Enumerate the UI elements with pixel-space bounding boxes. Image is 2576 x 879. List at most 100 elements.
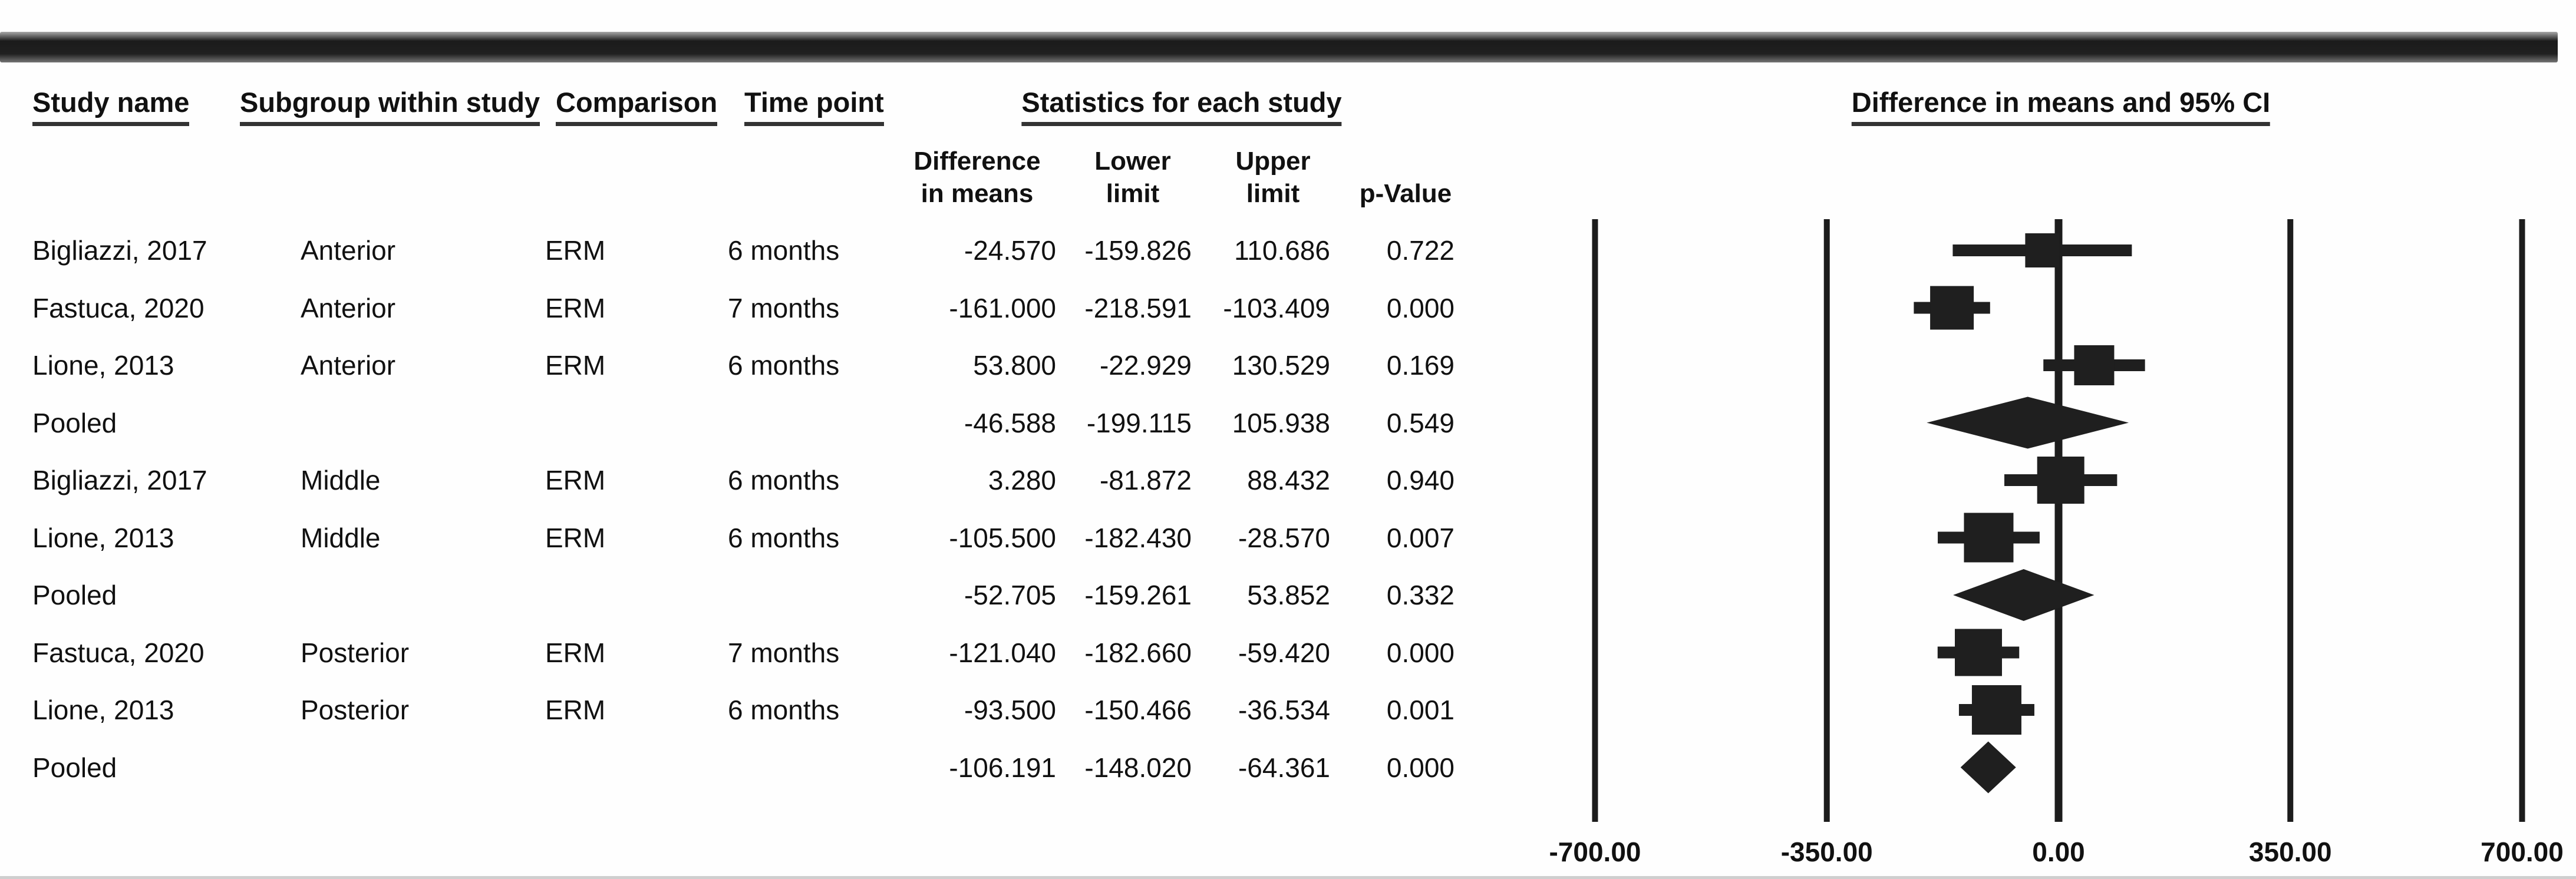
difference-in-means-cell: -24.570 [964, 235, 1056, 266]
p-value-cell: 0.332 [1386, 580, 1454, 611]
time-point-cell: 6 months [728, 350, 840, 381]
forest-square-marker [1954, 629, 2002, 676]
comparison-cell: ERM [545, 522, 606, 553]
upper-limit-cell: -28.570 [1238, 522, 1330, 553]
subheader-upper-limit: Upper limit [1235, 147, 1311, 208]
upper-limit-cell: 130.529 [1232, 350, 1330, 381]
subgroup-cell: Anterior [301, 235, 396, 266]
column-header-time-point: Time point [744, 87, 884, 126]
study-name-cell: Bigliazzi, 2017 [32, 235, 207, 266]
table-row-study: Bigliazzi, 2017 Anterior ERM 6 months -24.57… [0, 222, 1509, 279]
pooled-diamond-marker [1953, 569, 2095, 621]
study-name-cell: Bigliazzi, 2017 [32, 465, 207, 496]
subgroup-cell: Anterior [301, 292, 396, 323]
difference-in-means-cell: -105.500 [949, 522, 1056, 553]
lower-limit-cell: -182.660 [1084, 637, 1192, 668]
table-row-study: Fastuca, 2020 Posterior ERM 7 months -121.04… [0, 624, 1509, 682]
upper-limit-cell: -36.534 [1238, 695, 1330, 726]
column-header-subgroup: Subgroup within study [240, 87, 540, 126]
study-name-cell: Pooled [32, 407, 117, 438]
group-header-statistics: Statistics for each study [1021, 87, 1342, 126]
axis-reference-line [1823, 219, 1830, 822]
column-header-study-name: Study name [32, 87, 190, 126]
study-name-cell: Lione, 2013 [32, 350, 174, 381]
study-name-cell: Lione, 2013 [32, 522, 174, 553]
p-value-cell: 0.000 [1386, 637, 1454, 668]
difference-in-means-cell: -161.000 [949, 292, 1056, 323]
group-header-plot-title: Difference in means and 95% CI [1851, 87, 2271, 126]
pooled-diamond-marker [1927, 396, 2129, 449]
comparison-cell: ERM [545, 235, 606, 266]
time-point-cell: 7 months [728, 292, 840, 323]
upper-limit-cell: -103.409 [1223, 292, 1330, 323]
p-value-cell: 0.549 [1386, 407, 1454, 438]
forest-square-marker [2025, 233, 2060, 267]
table-row-pooled: Pooled -106.191 -148.020 -64.361 0.000 [0, 739, 1509, 797]
p-value-cell: 0.000 [1386, 292, 1454, 323]
p-value-cell: 0.001 [1386, 695, 1454, 726]
subgroup-cell: Anterior [301, 350, 396, 381]
pooled-diamond-marker [1960, 741, 2016, 794]
axis-reference-line [2519, 219, 2525, 822]
time-point-cell: 6 months [728, 522, 840, 553]
comparison-cell: ERM [545, 695, 606, 726]
comparison-cell: ERM [545, 350, 606, 381]
lower-limit-cell: -81.872 [1099, 465, 1192, 496]
axis-reference-line [2287, 219, 2294, 822]
subheader-lower-limit: Lower limit [1094, 147, 1171, 208]
study-name-cell: Lione, 2013 [32, 695, 174, 726]
table-row-study: Lione, 2013 Middle ERM 6 months -105.500 -182… [0, 509, 1509, 567]
difference-in-means-cell: -106.191 [949, 752, 1056, 783]
subgroup-cell: Middle [301, 522, 381, 553]
table-row-pooled: Pooled -52.705 -159.261 53.852 0.332 [0, 566, 1509, 624]
forest-square-marker [1971, 685, 2021, 735]
top-divider-bar [0, 32, 2558, 62]
subheader-difference-in-means: Difference in means [913, 147, 1041, 208]
table-row-study: Bigliazzi, 2017 Middle ERM 6 months 3.280 -81… [0, 451, 1509, 509]
subgroup-cell: Posterior [301, 637, 410, 668]
table-row-study: Lione, 2013 Anterior ERM 6 months 53.800 -22.… [0, 336, 1509, 394]
lower-limit-cell: -159.261 [1084, 580, 1192, 611]
comparison-cell: ERM [545, 465, 606, 496]
x-axis-tick-label: -700.00 [1549, 837, 1641, 867]
time-point-cell: 7 months [728, 637, 840, 668]
p-value-cell: 0.169 [1386, 350, 1454, 381]
column-header-comparison: Comparison [556, 87, 718, 126]
lower-limit-cell: -22.929 [1099, 350, 1192, 381]
p-value-cell: 0.007 [1386, 522, 1454, 553]
time-point-cell: 6 months [728, 465, 840, 496]
axis-reference-line [1592, 219, 1598, 822]
upper-limit-cell: -64.361 [1238, 752, 1330, 783]
x-axis-tick-label: 0.00 [2032, 837, 2085, 867]
subheader-p-value: p-Value [1359, 179, 1452, 208]
lower-limit-cell: -159.826 [1084, 235, 1192, 266]
time-point-cell: 6 months [728, 695, 840, 726]
upper-limit-cell: 53.852 [1247, 580, 1330, 611]
upper-limit-cell: -59.420 [1238, 637, 1330, 668]
zero-reference-line [2054, 219, 2063, 822]
difference-in-means-cell: 3.280 [988, 465, 1056, 496]
forest-square-marker [1964, 513, 2014, 563]
comparison-cell: ERM [545, 292, 606, 323]
subgroup-cell: Posterior [301, 695, 410, 726]
lower-limit-cell: -148.020 [1084, 752, 1192, 783]
forest-square-marker [2037, 457, 2084, 504]
study-name-cell: Pooled [32, 580, 117, 611]
lower-limit-cell: -182.430 [1084, 522, 1192, 553]
time-point-cell: 6 months [728, 235, 840, 266]
subgroup-cell: Middle [301, 465, 381, 496]
study-name-cell: Fastuca, 2020 [32, 637, 205, 668]
difference-in-means-cell: 53.800 [973, 350, 1056, 381]
table-row-study: Fastuca, 2020 Anterior ERM 7 months -161.000… [0, 279, 1509, 337]
table-row-study: Lione, 2013 Posterior ERM 6 months -93.500 -1… [0, 681, 1509, 739]
difference-in-means-cell: -93.500 [964, 695, 1056, 726]
table-row-pooled: Pooled -46.588 -199.115 105.938 0.549 [0, 394, 1509, 452]
study-name-cell: Pooled [32, 752, 117, 783]
upper-limit-cell: 88.432 [1247, 465, 1330, 496]
lower-limit-cell: -218.591 [1084, 292, 1192, 323]
forest-square-marker [1930, 286, 1974, 330]
x-axis-tick-label: 350.00 [2249, 837, 2332, 867]
upper-limit-cell: 105.938 [1232, 407, 1330, 438]
